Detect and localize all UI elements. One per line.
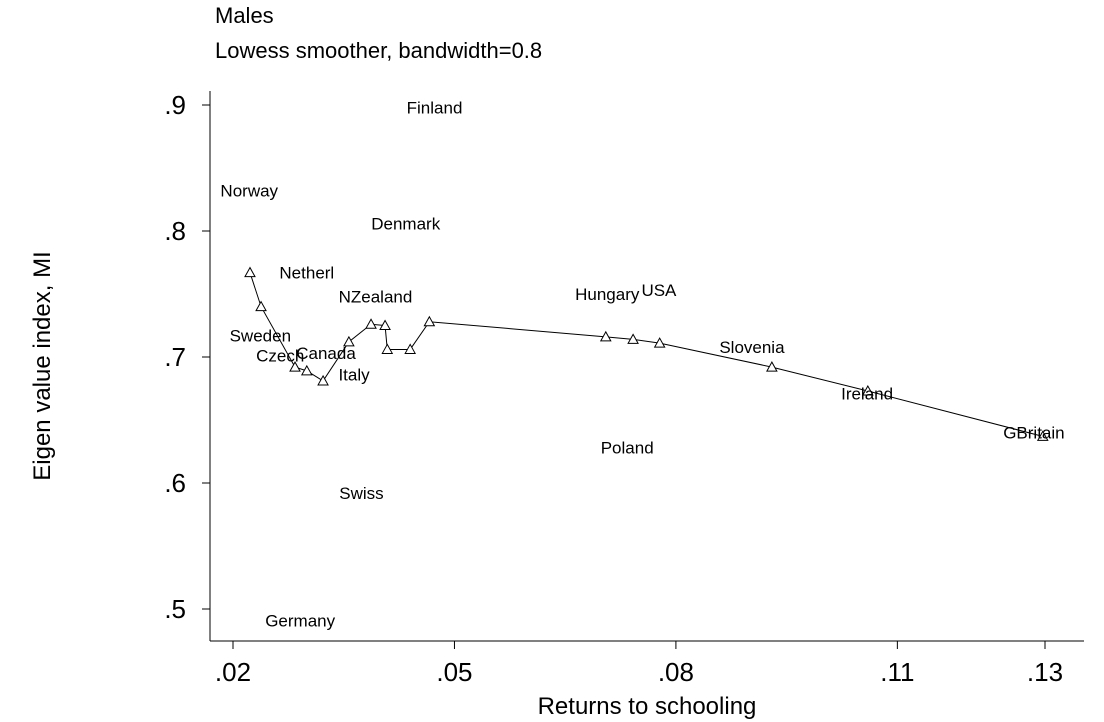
point-label: Denmark	[371, 214, 440, 233]
lowess-marker	[423, 315, 436, 327]
lowess-marker	[599, 330, 612, 342]
point-label: Ireland	[841, 385, 893, 404]
lowess-marker	[653, 337, 666, 348]
point-label: Slovenia	[719, 338, 785, 357]
lowess-marker	[861, 384, 874, 396]
y-axis-label: Eigen value index, MI	[29, 251, 56, 480]
y-tick-label: .6	[164, 468, 186, 498]
x-tick-label: .11	[880, 657, 914, 687]
lowess-marker	[381, 343, 394, 354]
point-label: Poland	[601, 439, 654, 458]
lowess-marker	[255, 300, 267, 312]
point-label: NZealand	[339, 288, 413, 307]
lowess-marker	[1036, 430, 1049, 441]
lowess-marker	[379, 319, 391, 330]
point-label: Hungary	[575, 285, 640, 304]
point-label: Canada	[296, 344, 356, 363]
y-tick-label: .8	[164, 216, 186, 246]
point-label: USA	[641, 281, 677, 300]
y-tick-label: .5	[164, 594, 186, 624]
lowess-marker	[766, 361, 778, 372]
x-tick-label: .02	[215, 657, 251, 687]
lowess-marker	[244, 266, 256, 278]
lowess-marker	[317, 374, 329, 386]
lowess-markers	[244, 266, 1049, 441]
point-label: Italy	[338, 366, 370, 385]
y-tick-label: .9	[164, 90, 186, 120]
lowess-marker	[300, 364, 313, 376]
point-label: Sweden	[230, 327, 291, 346]
chart-title: Males	[215, 3, 274, 28]
y-ticks: .5 .6 .7 .8 .9	[164, 90, 210, 624]
point-label: Finland	[407, 99, 463, 118]
point-labels: Finland Norway Denmark Netherl NZealand Hunga…	[220, 99, 1064, 631]
point-label: Czech	[256, 347, 304, 366]
point-label: Swiss	[339, 484, 383, 503]
x-tick-label: .05	[436, 657, 472, 687]
x-tick-label: .08	[658, 657, 694, 687]
axes	[209, 91, 1084, 642]
y-tick-label: .7	[164, 342, 186, 372]
chart-subtitle: Lowess smoother, bandwidth=0.8	[215, 38, 543, 63]
lowess-marker	[343, 335, 355, 347]
x-tick-label: .13	[1027, 657, 1063, 687]
point-label: Netherl	[279, 264, 334, 283]
lowess-marker	[627, 333, 639, 344]
lowess-marker	[365, 318, 377, 329]
point-label: GBritain	[1003, 424, 1064, 443]
point-label: Germany	[265, 611, 335, 630]
point-label: Norway	[220, 182, 278, 201]
lowess-marker	[289, 361, 301, 372]
x-ticks: .02 .05 .08 .11 .13	[215, 641, 1063, 687]
lowess-marker	[404, 343, 417, 354]
x-axis-label: Returns to schooling	[538, 693, 757, 720]
